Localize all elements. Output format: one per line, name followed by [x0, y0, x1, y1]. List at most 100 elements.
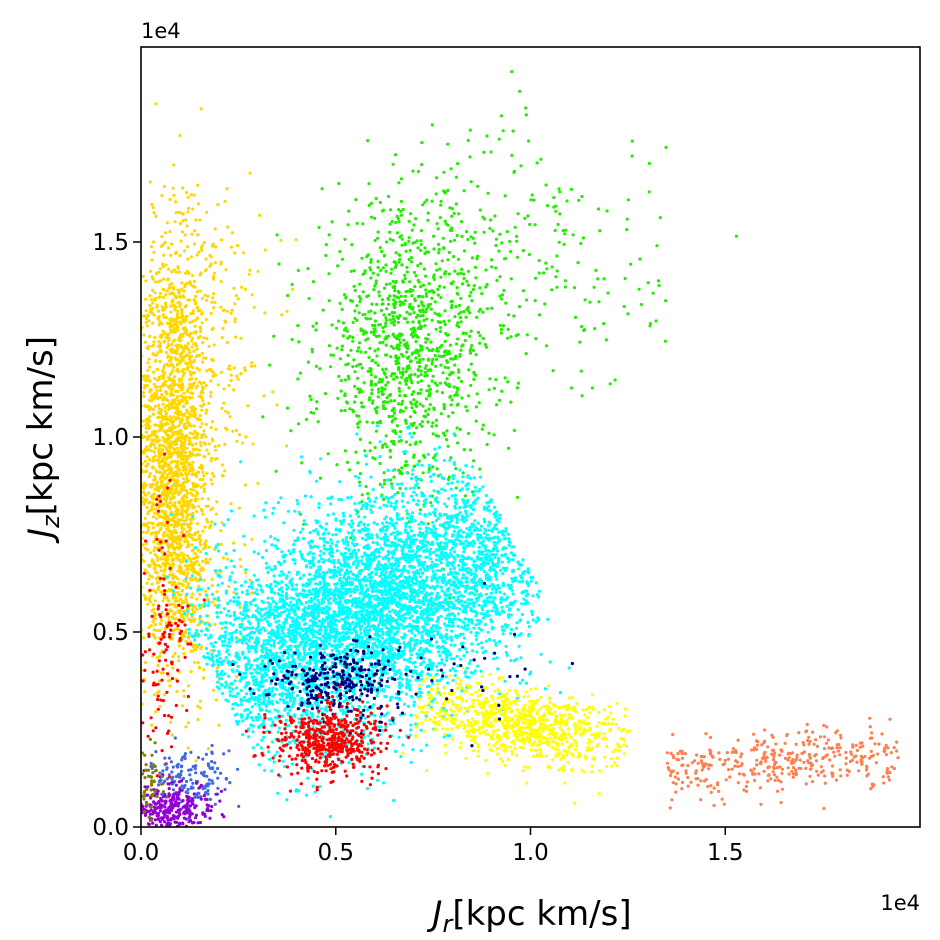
data-point — [530, 193, 534, 197]
data-point — [157, 323, 161, 327]
data-point — [597, 300, 601, 304]
data-point — [510, 153, 514, 157]
data-point — [479, 641, 483, 645]
data-point — [161, 370, 165, 374]
data-point — [412, 431, 416, 435]
data-point — [486, 609, 490, 614]
data-point — [487, 388, 491, 392]
data-point — [157, 344, 161, 348]
data-point — [244, 435, 248, 439]
data-point — [426, 599, 430, 603]
data-point — [228, 415, 232, 419]
data-point — [177, 210, 181, 214]
data-point — [366, 492, 370, 496]
data-point — [149, 485, 153, 489]
data-point — [176, 569, 180, 573]
data-point — [384, 263, 388, 267]
data-point — [171, 398, 175, 403]
data-point — [275, 233, 279, 237]
data-point — [185, 601, 189, 605]
data-point — [225, 340, 229, 345]
data-point — [380, 298, 384, 302]
data-point — [168, 589, 172, 593]
data-point — [353, 288, 357, 293]
data-point — [350, 243, 354, 247]
data-point — [204, 411, 208, 415]
data-point — [216, 383, 220, 387]
data-point — [161, 521, 165, 525]
data-point — [396, 289, 400, 294]
data-point — [390, 220, 394, 224]
data-point — [243, 287, 247, 291]
data-point — [450, 306, 454, 310]
data-point — [197, 380, 201, 384]
data-point — [357, 515, 361, 519]
data-point — [171, 632, 175, 637]
data-point — [413, 633, 417, 638]
data-point — [435, 467, 439, 471]
data-point — [213, 622, 217, 627]
data-point — [141, 496, 145, 500]
data-point — [181, 385, 185, 389]
data-point — [484, 548, 488, 553]
data-point — [185, 491, 190, 495]
data-point — [461, 471, 465, 475]
data-point — [424, 288, 428, 292]
data-point — [215, 666, 220, 670]
data-point — [181, 317, 185, 321]
data-point — [521, 579, 525, 583]
data-point — [494, 243, 498, 248]
data-point — [154, 435, 158, 439]
data-point — [366, 139, 370, 143]
data-point — [395, 424, 399, 428]
data-point — [173, 651, 177, 656]
data-point — [438, 314, 442, 318]
data-point — [174, 505, 178, 509]
data-point — [192, 371, 197, 375]
data-point — [154, 423, 158, 427]
data-point — [157, 564, 161, 568]
data-point — [161, 436, 165, 440]
data-point — [448, 394, 452, 398]
data-point — [416, 533, 421, 537]
data-point — [177, 294, 181, 299]
data-point — [366, 337, 370, 341]
data-point — [173, 611, 177, 615]
data-point — [154, 214, 158, 218]
data-point — [201, 399, 205, 403]
data-point — [178, 222, 183, 226]
data-point — [503, 376, 507, 380]
data-point — [146, 512, 150, 516]
data-point — [364, 350, 368, 354]
data-point — [228, 364, 232, 368]
data-point — [457, 303, 462, 308]
data-point — [352, 269, 356, 273]
data-point — [512, 428, 517, 433]
data-point — [428, 466, 432, 470]
data-point — [156, 558, 160, 562]
data-point — [200, 311, 204, 315]
data-point — [189, 558, 193, 562]
data-point — [430, 362, 434, 366]
data-point — [181, 334, 185, 338]
data-point — [590, 386, 595, 390]
data-point — [363, 269, 367, 273]
data-point — [190, 386, 194, 390]
data-point — [185, 474, 189, 478]
data-point — [389, 355, 393, 359]
data-point — [197, 563, 201, 567]
data-point — [199, 329, 203, 334]
data-point — [382, 313, 386, 317]
data-point — [198, 218, 202, 222]
data-point — [359, 362, 363, 366]
data-point — [502, 288, 506, 293]
data-point — [144, 297, 148, 301]
data-point — [447, 250, 451, 255]
data-point — [482, 150, 486, 154]
data-point — [415, 426, 419, 430]
data-point — [524, 113, 528, 117]
data-point — [185, 516, 189, 520]
data-point — [229, 373, 233, 377]
data-point — [340, 348, 344, 352]
data-point — [461, 480, 465, 484]
